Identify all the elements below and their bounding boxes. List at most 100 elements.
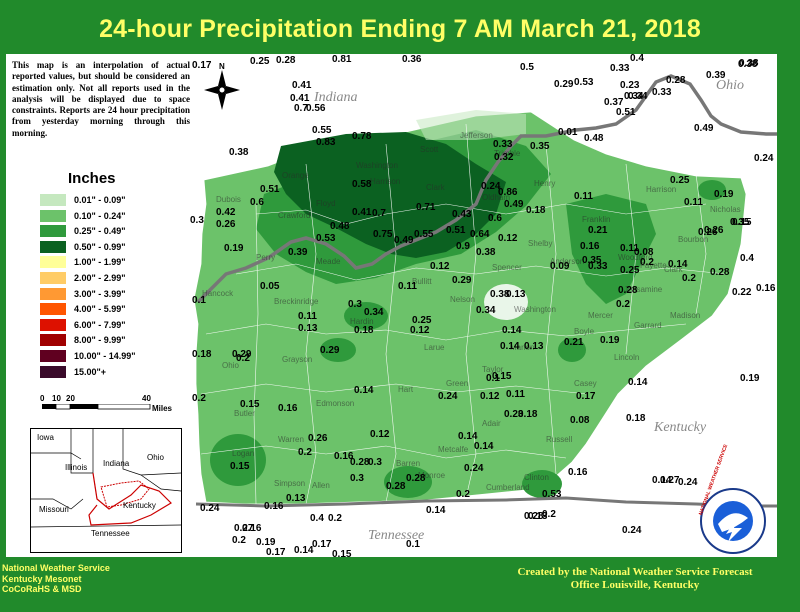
legend-swatch (40, 240, 66, 253)
precip-value: 0.15 (240, 399, 260, 410)
state-label-kentucky: Kentucky (654, 420, 707, 435)
precip-value: 0.11 (620, 243, 639, 254)
inset-kentucky-outline (88, 472, 172, 526)
inset-label-missouri: Missouri (39, 505, 69, 514)
county-label: Crawford (278, 211, 311, 220)
precip-value: 0.2 (682, 273, 696, 284)
precip-value: 0.2 (236, 353, 250, 364)
precip-value: 0.18 (192, 349, 212, 360)
county-label: Madison (670, 311, 701, 320)
precip-value: 0.48 (330, 221, 350, 232)
legend-swatch (40, 209, 66, 222)
precip-value: 0.01 (558, 127, 578, 138)
precip-value: 0.16 (568, 467, 588, 478)
county-label: Allen (312, 481, 330, 490)
legend-swatch (40, 272, 66, 284)
precip-value: 0.16 (580, 241, 600, 252)
county-label: Lincoln (614, 353, 640, 362)
scale-tick-40: 40 (142, 394, 151, 403)
precip-value: 0.25 (250, 56, 270, 67)
map-area: This map is an interpolation of actual r… (6, 54, 777, 557)
precip-value: 0.24 (754, 153, 774, 164)
precip-value: 0.28 (386, 481, 406, 492)
legend-swatch (40, 303, 66, 316)
legend-label: 0.10" - 0.24" (74, 210, 126, 221)
precip-value: 0.7 (372, 208, 386, 219)
county-label: Woodford (618, 253, 653, 262)
county-label: Bourbon (678, 235, 709, 244)
precip-value: 0.4 (630, 54, 644, 64)
legend-swatch (40, 225, 66, 238)
precip-value: 0.26 (704, 225, 724, 236)
precip-value: 0.71 (416, 202, 436, 213)
precip-value: 0.14 (458, 431, 478, 442)
legend-swatch (40, 365, 66, 378)
precip-value: 0.86 (498, 187, 518, 198)
county-label: Marion (510, 343, 535, 352)
precip-value: 0.51 (616, 107, 636, 118)
precip-region-pale-north (416, 110, 526, 140)
precip-value: 0.33 (652, 87, 672, 98)
inset-label-iowa: Iowa (37, 433, 54, 442)
precip-value: 0.12 (498, 233, 518, 244)
state-label-tennessee: Tennessee (368, 528, 425, 543)
county-label: Breckinridge (274, 297, 319, 306)
precip-value: 0.75 (373, 229, 393, 240)
precip-patch-hardin (344, 302, 388, 330)
county-label: Casey (574, 379, 597, 388)
precip-value: 0.34 (624, 91, 644, 102)
precip-value: 0.41 (352, 207, 372, 218)
precip-value: 0.3 (350, 473, 364, 484)
county-label: Taylor (482, 365, 504, 374)
county-label: Bullitt (412, 277, 432, 286)
precip-value: 0.14 (502, 325, 522, 336)
precip-value: 0.12 (410, 325, 430, 336)
footer-credits-left: National Weather Service Kentucky Mesone… (2, 563, 110, 595)
precip-value: 0.25 (620, 265, 640, 276)
precip-value: 0.53 (574, 77, 594, 88)
precip-value: 0.18 (526, 205, 546, 216)
precip-value: 0.24 (622, 525, 642, 536)
precip-value: 0.24 (464, 463, 484, 474)
county-label: Adair (482, 419, 501, 428)
county-label: Clark (426, 183, 445, 192)
precip-value: 0.1 (486, 373, 500, 384)
county-label: Hardin (350, 317, 374, 326)
precip-value: 0.28 (666, 75, 686, 86)
county-label: Garrard (634, 321, 662, 330)
precip-value: 0.28 (350, 457, 370, 468)
precip-value: 0.3 (368, 457, 382, 468)
precip-value: 0.28 (618, 285, 638, 296)
precip-value: 0.28 (710, 267, 730, 278)
county-label: Barren (396, 459, 421, 468)
precip-value: 0.26 (698, 227, 718, 238)
precip-value: 0.14 (668, 259, 688, 270)
precip-value: 0.42 (216, 207, 236, 218)
compass-north-label: N (219, 62, 225, 71)
precip-value: 0.34 (628, 91, 648, 102)
precip-value: 0.38 (738, 59, 758, 70)
disclaimer-text: This map is an interpolation of actual r… (12, 60, 190, 138)
precip-value: 0.64 (470, 229, 490, 240)
precip-value: 0.49 (694, 123, 714, 134)
precip-value: 0.24 (481, 181, 501, 192)
credit-nws: National Weather Service (2, 563, 110, 573)
precip-value: 0.33 (588, 261, 608, 272)
precip-value: 0.17 (192, 60, 212, 71)
county-label: Boyle (574, 327, 595, 336)
precip-value: 0.43 (452, 209, 472, 220)
precip-value: 0.23 (620, 80, 640, 91)
ohio-river (196, 74, 777, 304)
precip-value: 0.35 (530, 141, 550, 152)
county-label: Oldham (482, 193, 511, 202)
precip-value: 0.7 (294, 103, 308, 114)
legend-label: 6.00" - 7.99" (74, 319, 126, 330)
county-label: Anderson (550, 257, 585, 266)
legend-label: 10.00" - 14.99" (74, 351, 136, 361)
precip-value: 0.5 (520, 62, 534, 73)
inset-cwa-outline (100, 480, 150, 508)
legend-label: 0.01" - 0.09" (74, 195, 126, 205)
precip-value: 0.2 (542, 509, 556, 520)
precip-value: 0.38 (739, 58, 759, 69)
county-label: Nicholas (710, 205, 741, 214)
